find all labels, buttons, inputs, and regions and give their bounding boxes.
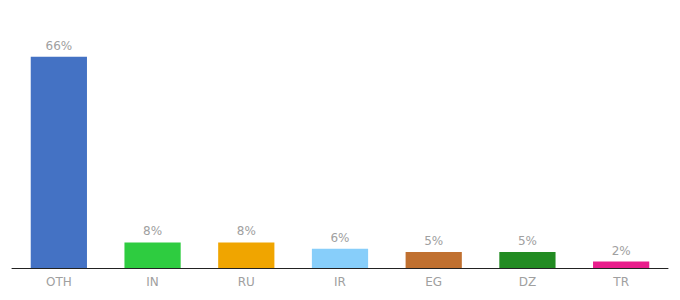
svg-text:8%: 8% — [237, 224, 256, 238]
svg-text:6%: 6% — [330, 231, 349, 245]
svg-text:EG: EG — [425, 275, 442, 289]
svg-text:DZ: DZ — [519, 275, 536, 289]
svg-text:66%: 66% — [46, 39, 73, 53]
svg-text:8%: 8% — [143, 224, 162, 238]
svg-text:RU: RU — [238, 275, 255, 289]
svg-text:TR: TR — [612, 275, 629, 289]
svg-text:IR: IR — [334, 275, 346, 289]
svg-text:IN: IN — [146, 275, 159, 289]
svg-text:5%: 5% — [424, 234, 443, 248]
svg-text:2%: 2% — [612, 244, 631, 258]
svg-text:5%: 5% — [518, 234, 537, 248]
svg-text:OTH: OTH — [46, 275, 72, 289]
